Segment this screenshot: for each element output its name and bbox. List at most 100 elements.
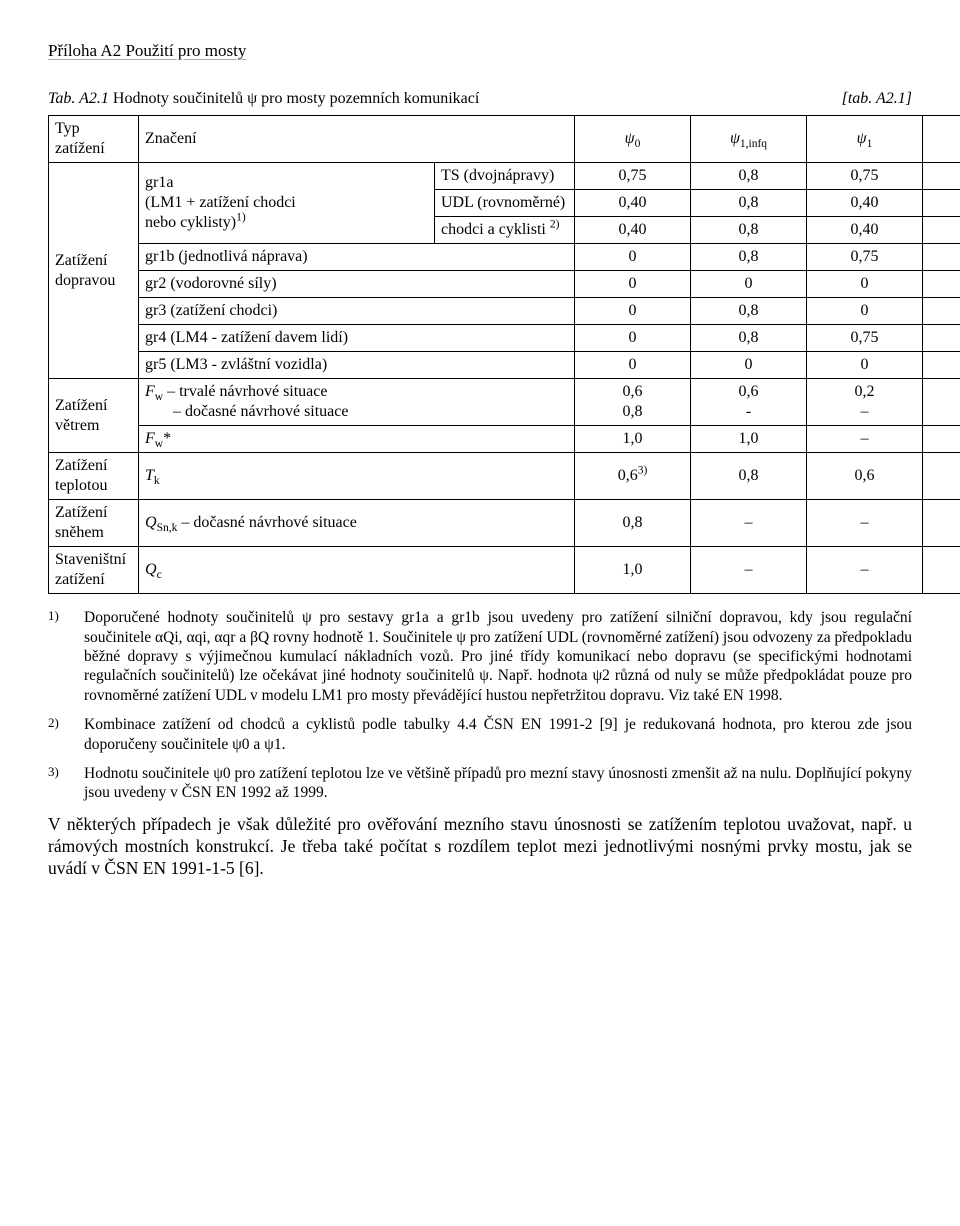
header-psi1: ψ1 xyxy=(807,116,923,163)
row-site: Staveništní zatížení Qc 1,0 – – 1,0 xyxy=(49,547,960,594)
footnote-3-body: Hodnotu součinitele ψ0 pro zatížení tepl… xyxy=(84,764,912,803)
header-psi1inf: ψ1,infq xyxy=(691,116,807,163)
row-fw: Zatížení větrem Fw – trvalé návrhové sit… xyxy=(49,379,960,426)
cyc-v0: 0,40 xyxy=(575,217,691,244)
tk-v2: 0,6 xyxy=(807,453,923,500)
ts-v0: 0,75 xyxy=(575,163,691,190)
fwstar-v1: 1,0 xyxy=(691,426,807,453)
udl-v1: 0,8 xyxy=(691,190,807,217)
gr4-v2: 0,75 xyxy=(807,325,923,352)
udl-v3: 0 xyxy=(923,190,960,217)
ts-v1: 0,8 xyxy=(691,163,807,190)
snow-v0: 0,8 xyxy=(575,500,691,547)
fwstar-v0: 1,0 xyxy=(575,426,691,453)
ts-v3: 0 xyxy=(923,163,960,190)
ts-v2: 0,75 xyxy=(807,163,923,190)
gr5-v2: 0 xyxy=(807,352,923,379)
tk-v0: 0,63) xyxy=(575,453,691,500)
group-traffic: Zatížení dopravou xyxy=(49,163,139,379)
site-v3: 1,0 xyxy=(923,547,960,594)
gr2-label: gr2 (vodorovné síly) xyxy=(139,271,575,298)
gr5-v1: 0 xyxy=(691,352,807,379)
group-wind: Zatížení větrem xyxy=(49,379,139,453)
gr1b-v3: 0 xyxy=(923,244,960,271)
gr3-label: gr3 (zatížení chodci) xyxy=(139,298,575,325)
gr4-v3: 0 xyxy=(923,325,960,352)
gr5-label: gr5 (LM3 - zvláštní vozidla) xyxy=(139,352,575,379)
footnote-1: 1) Doporučené hodnoty součinitelů ψ pro … xyxy=(48,608,912,705)
gr1b-v0: 0 xyxy=(575,244,691,271)
fw-c4: 00 xyxy=(923,379,960,426)
gr2-v2: 0 xyxy=(807,271,923,298)
gr2-v1: 0 xyxy=(691,271,807,298)
snow-v2: – xyxy=(807,500,923,547)
row-fwstar: Fw* 1,0 1,0 – – xyxy=(49,426,960,453)
footnote-2-body: Kombinace zatížení od chodců a cyklistů … xyxy=(84,715,912,754)
table-label-prefix: Tab. A2.1 xyxy=(48,90,109,107)
gr2-v0: 0 xyxy=(575,271,691,298)
footnotes: 1) Doporučené hodnoty součinitelů ψ pro … xyxy=(48,608,912,802)
fwstar-v2: – xyxy=(807,426,923,453)
footnote-2: 2) Kombinace zatížení od chodců a cyklis… xyxy=(48,715,912,754)
gr1a-note: 1) xyxy=(236,212,246,224)
header-typ: Typ zatížení xyxy=(49,116,139,163)
tk-v1: 0,8 xyxy=(691,453,807,500)
udl-label: UDL (rovnoměrné) xyxy=(435,190,575,217)
tk-label: Tk xyxy=(139,453,575,500)
gr1b-v1: 0,8 xyxy=(691,244,807,271)
site-label: Qc xyxy=(139,547,575,594)
ts-label: TS (dvojnápravy) xyxy=(435,163,575,190)
row-gr1b: gr1b (jednotlivá náprava) 0 0,8 0,75 0 xyxy=(49,244,960,271)
footnote-3: 3) Hodnotu součinitele ψ0 pro zatížení t… xyxy=(48,764,912,803)
row-snow: Zatížení sněhem QSn,k – dočasné návrhové… xyxy=(49,500,960,547)
main-table: Typ zatížení Značení ψ0 ψ1,infq ψ1 ψ2 Za… xyxy=(48,115,960,594)
table-caption: [tab. A2.1] Tab. A2.1 Hodnoty součinitel… xyxy=(48,89,912,109)
tk-v3: 0,5 xyxy=(923,453,960,500)
fw-c2: 0,6- xyxy=(691,379,807,426)
fw-label: Fw – trvalé návrhové situace – dočasné n… xyxy=(139,379,575,426)
body-paragraph: V některých případech je však důležité p… xyxy=(48,813,912,880)
header-psi0: ψ0 xyxy=(575,116,691,163)
fwstar-label: Fw* xyxy=(139,426,575,453)
gr1a-label: gr1a xyxy=(145,174,173,191)
header-psi2: ψ2 xyxy=(923,116,960,163)
footnote-2-marker: 2) xyxy=(48,715,66,754)
gr5-v3: 0 xyxy=(923,352,960,379)
group-site: Staveništní zatížení xyxy=(49,547,139,594)
gr1b-label: gr1b (jednotlivá náprava) xyxy=(139,244,575,271)
cyc-v2: 0,40 xyxy=(807,217,923,244)
table-ref: [tab. A2.1] xyxy=(842,89,912,109)
row-temp: Zatížení teplotou Tk 0,63) 0,8 0,6 0,5 xyxy=(49,453,960,500)
udl-v0: 0,40 xyxy=(575,190,691,217)
footnote-1-body: Doporučené hodnoty součinitelů ψ pro ses… xyxy=(84,608,912,705)
gr2-v3: 0 xyxy=(923,271,960,298)
row-gr5: gr5 (LM3 - zvláštní vozidla) 0 0 0 0 xyxy=(49,352,960,379)
gr3-v2: 0 xyxy=(807,298,923,325)
gr5-v0: 0 xyxy=(575,352,691,379)
fwstar-v3: – xyxy=(923,426,960,453)
site-v0: 1,0 xyxy=(575,547,691,594)
row-ts: Zatížení dopravou gr1a (LM1 + zatížení c… xyxy=(49,163,960,190)
fw-c1: 0,60,8 xyxy=(575,379,691,426)
group-temp: Zatížení teplotou xyxy=(49,453,139,500)
site-v1: – xyxy=(691,547,807,594)
table-header-row: Typ zatížení Značení ψ0 ψ1,infq ψ1 ψ2 xyxy=(49,116,960,163)
gr3-v1: 0,8 xyxy=(691,298,807,325)
gr4-v0: 0 xyxy=(575,325,691,352)
table-label-rest: Hodnoty součinitelů ψ pro mosty pozemníc… xyxy=(113,90,479,107)
cyc-v3: 0 xyxy=(923,217,960,244)
gr1a-sub2: nebo cyklisty) xyxy=(145,214,236,231)
gr4-label: gr4 (LM4 - zatížení davem lidí) xyxy=(139,325,575,352)
gr3-v0: 0 xyxy=(575,298,691,325)
footnote-3-marker: 3) xyxy=(48,764,66,803)
row-gr3: gr3 (zatížení chodci) 0 0,8 0 0 xyxy=(49,298,960,325)
udl-v2: 0,40 xyxy=(807,190,923,217)
site-v2: – xyxy=(807,547,923,594)
gr1b-v2: 0,75 xyxy=(807,244,923,271)
snow-label: QSn,k – dočasné návrhové situace xyxy=(139,500,575,547)
group-snow: Zatížení sněhem xyxy=(49,500,139,547)
fw-c3: 0,2– xyxy=(807,379,923,426)
snow-v1: – xyxy=(691,500,807,547)
gr3-v3: 0 xyxy=(923,298,960,325)
cyc-label: chodci a cyklisti 2) xyxy=(435,217,575,244)
